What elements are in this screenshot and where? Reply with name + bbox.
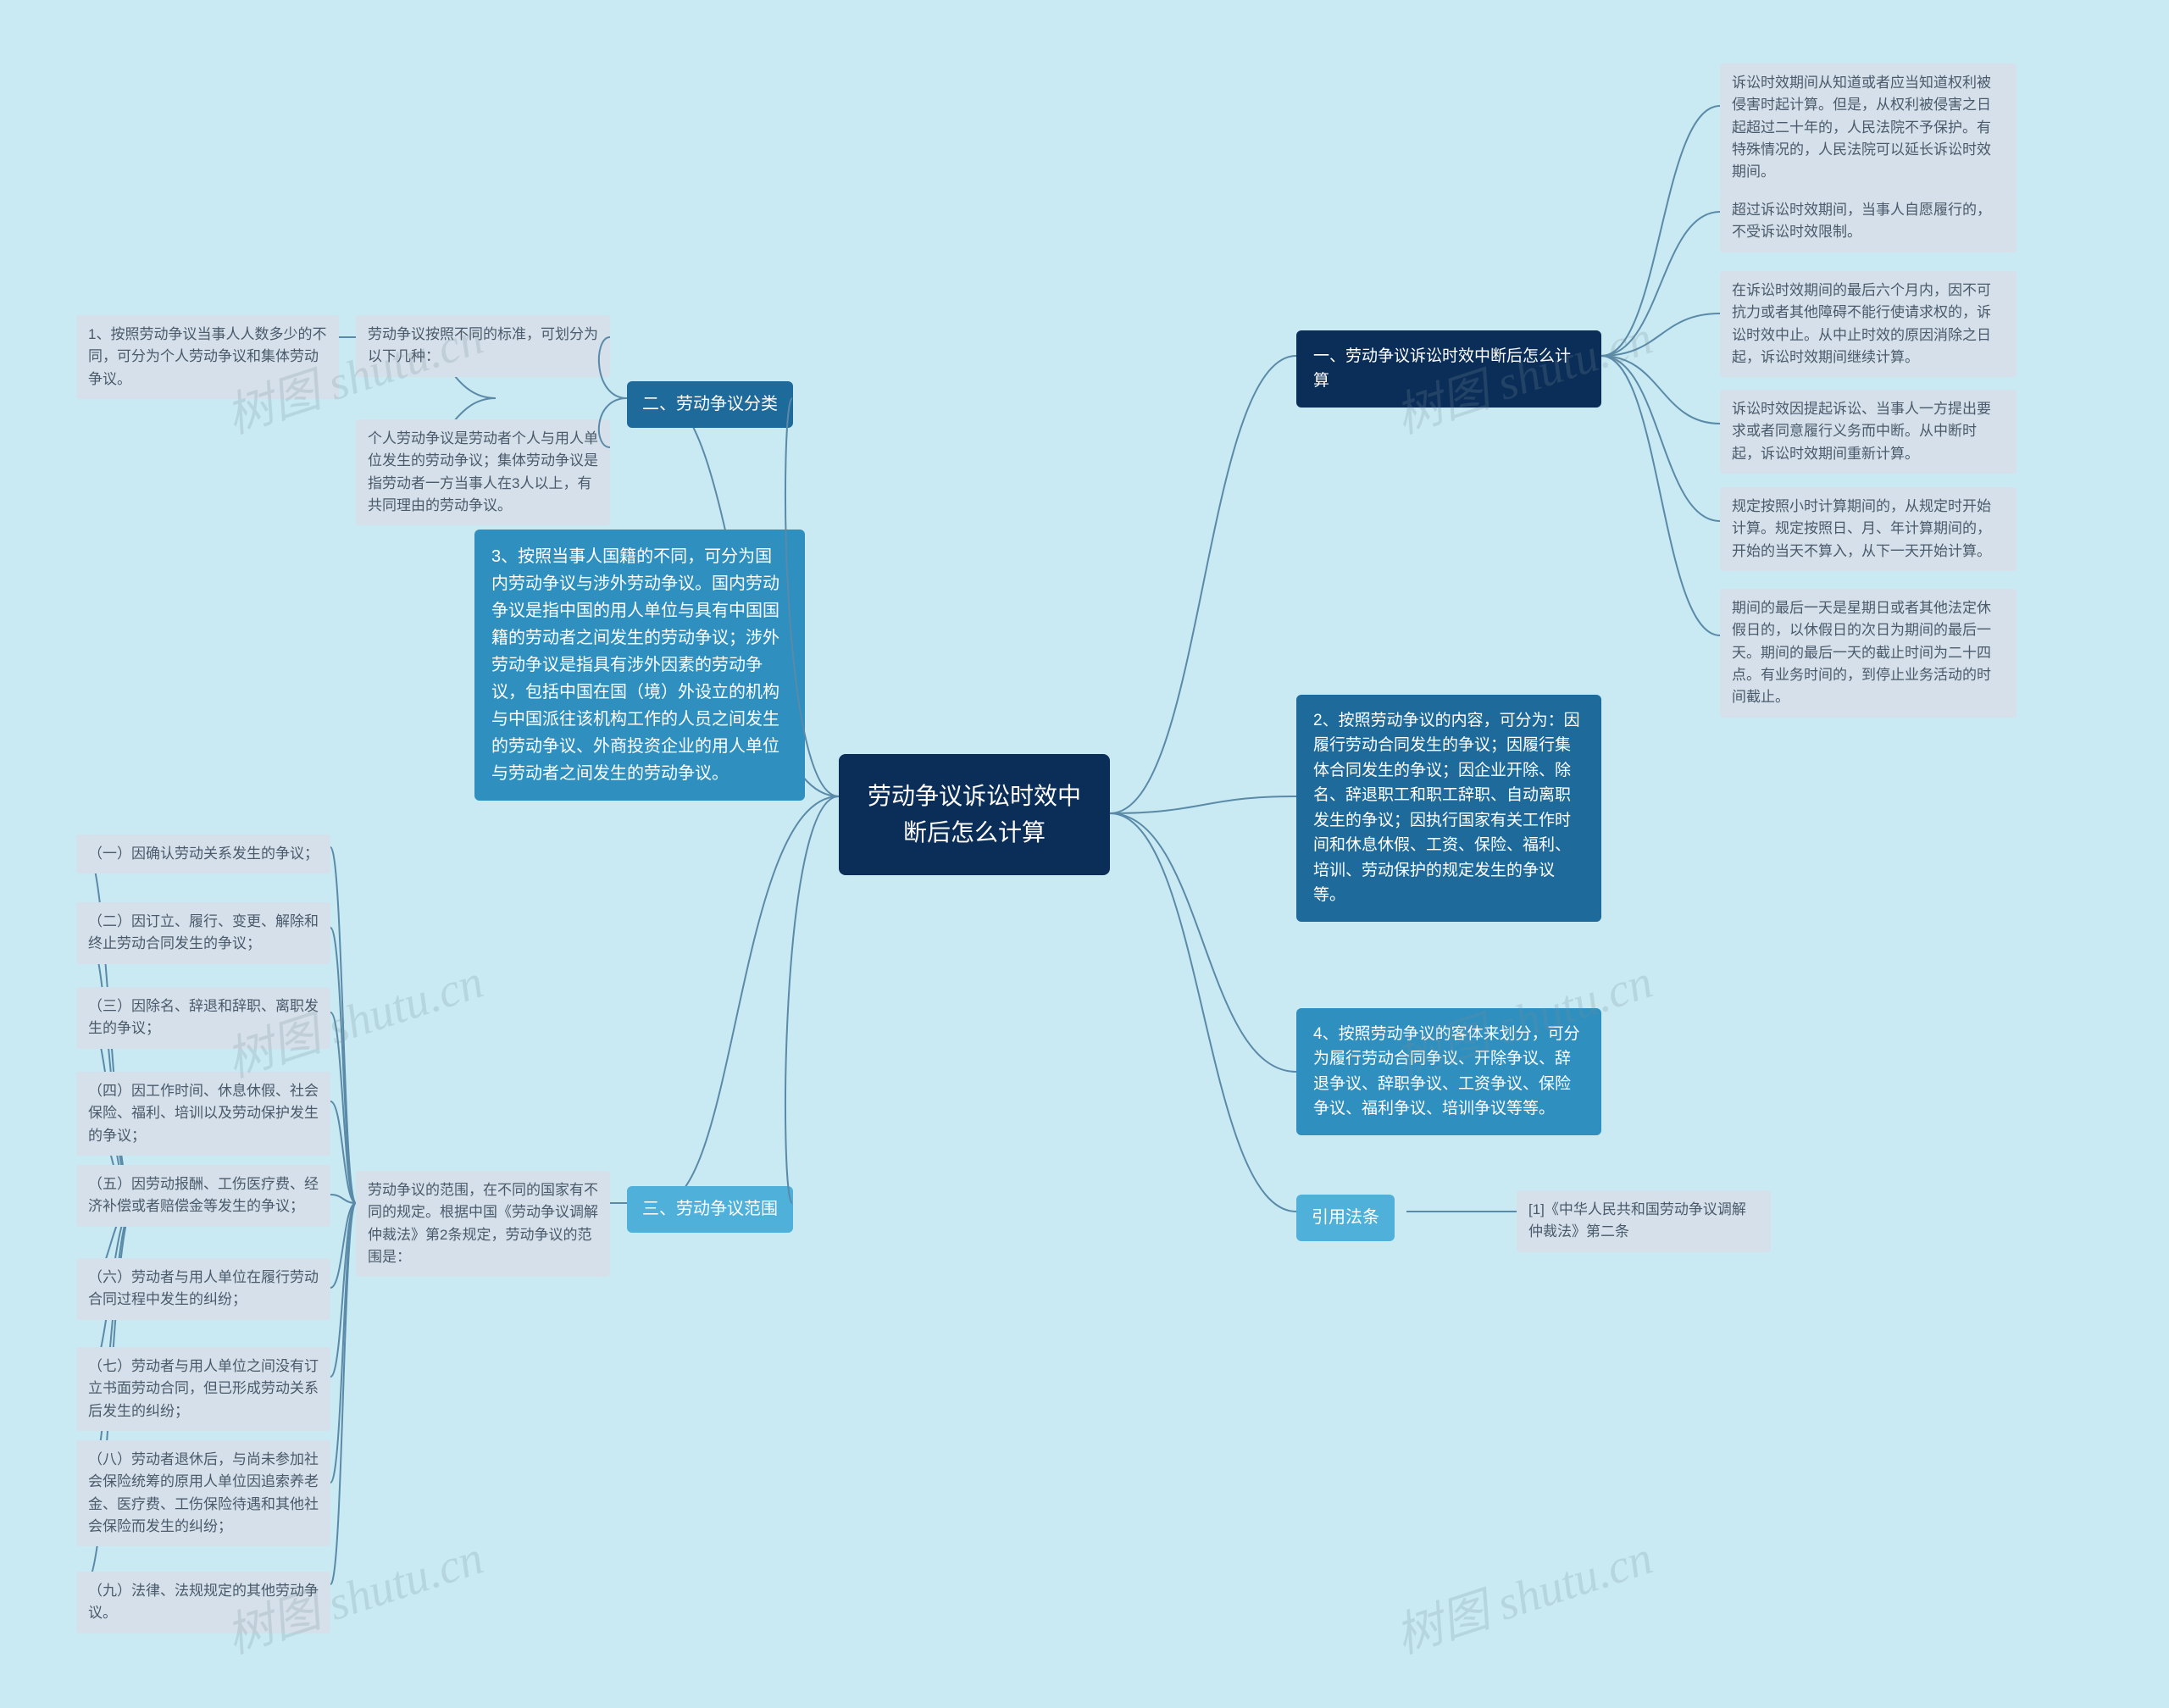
leaf-r1-4: 规定按照小时计算期间的，从规定时开始计算。规定按照日、月、年计算期间的，开始的当… bbox=[1720, 487, 2016, 571]
l-sec2-sub2: 个人劳动争议是劳动者个人与用人单位发生的劳动争议；集体劳动争议是指劳动者一方当事… bbox=[356, 419, 610, 525]
leaf-r1-0: 诉讼时效期间从知道或者应当知道权利被侵害时起计算。但是，从权利被侵害之日起超过二… bbox=[1720, 64, 2016, 192]
l-sec2-title[interactable]: 二、劳动争议分类 bbox=[627, 381, 793, 428]
l-sec2-sub1: 劳动争议按照不同的标准，可划分为以下几种： bbox=[356, 315, 610, 377]
l-sec3-leaf-0: （一）因确认劳动关系发生的争议； bbox=[76, 835, 330, 873]
leaf-r1-5: 期间的最后一天是星期日或者其他法定休假日的，以休假日的次日为期间的最后一天。期间… bbox=[1720, 589, 2016, 718]
l-sec3-title[interactable]: 三、劳动争议范围 bbox=[627, 1186, 793, 1233]
branch-right-sec4[interactable]: 4、按照劳动争议的客体来划分，可分为履行劳动合同争议、开除争议、辞退争议、辞职争… bbox=[1296, 1008, 1601, 1135]
watermark: 树图 shutu.cn bbox=[1385, 1519, 1660, 1666]
leaf-r1-1: 超过诉讼时效期间，当事人自愿履行的，不受诉讼时效限制。 bbox=[1720, 191, 2016, 252]
root-node[interactable]: 劳动争议诉讼时效中断后怎么计算 bbox=[839, 754, 1110, 875]
leaf-r1-2: 在诉讼时效期间的最后六个月内，因不可抗力或者其他障碍不能行使请求权的，诉讼时效中… bbox=[1720, 271, 2016, 377]
l-sec3-leaf-5: （六）劳动者与用人单位在履行劳动合同过程中发生的纠纷； bbox=[76, 1258, 330, 1320]
l-sec3-leaf-2: （三）因除名、辞退和辞职、离职发生的争议； bbox=[76, 987, 330, 1049]
branch-citation[interactable]: 引用法条 bbox=[1296, 1195, 1395, 1241]
l-sec3-intro: 劳动争议的范围，在不同的国家有不同的规定。根据中国《劳动争议调解仲裁法》第2条规… bbox=[356, 1171, 610, 1277]
leaf-r1-3: 诉讼时效因提起诉讼、当事人一方提出要求或者同意履行义务而中断。从中断时起，诉讼时… bbox=[1720, 390, 2016, 474]
l-sec3-leaf-7: （八）劳动者退休后，与尚未参加社会保险统筹的原用人单位因追索养老金、医疗费、工伤… bbox=[76, 1440, 330, 1546]
l-sec3-leaf-8: （九）法律、法规规定的其他劳动争议。 bbox=[76, 1572, 330, 1633]
branch-right-sec1[interactable]: 一、劳动争议诉讼时效中断后怎么计算 bbox=[1296, 330, 1601, 408]
leaf-citation-ref: [1]《中华人民共和国劳动争议调解仲裁法》第二条 bbox=[1517, 1190, 1771, 1252]
l-sec2-big3[interactable]: 3、按照当事人国籍的不同，可分为国内劳动争议与涉外劳动争议。国内劳动争议是指中国… bbox=[474, 530, 805, 801]
l-sec3-leaf-6: （七）劳动者与用人单位之间没有订立书面劳动合同，但已形成劳动关系后发生的纠纷； bbox=[76, 1347, 330, 1431]
l-sec2-sub1-leaf: 1、按照劳动争议当事人人数多少的不同，可分为个人劳动争议和集体劳动争议。 bbox=[76, 315, 339, 399]
l-sec3-leaf-3: （四）因工作时间、休息休假、社会保险、福利、培训以及劳动保护发生的争议； bbox=[76, 1072, 330, 1156]
l-sec3-leaf-4: （五）因劳动报酬、工伤医疗费、经济补偿或者赔偿金等发生的争议； bbox=[76, 1165, 330, 1227]
l-sec3-leaf-1: （二）因订立、履行、变更、解除和终止劳动合同发生的争议； bbox=[76, 902, 330, 964]
branch-right-sec2[interactable]: 2、按照劳动争议的内容，可分为：因履行劳动合同发生的争议；因履行集体合同发生的争… bbox=[1296, 695, 1601, 922]
